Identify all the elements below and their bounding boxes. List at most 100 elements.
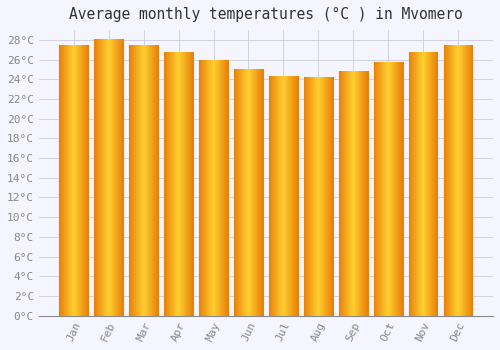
Bar <box>460 45 461 316</box>
Bar <box>212 60 213 316</box>
Bar <box>445 45 446 316</box>
Bar <box>234 69 235 316</box>
Bar <box>166 52 167 316</box>
Bar <box>68 45 69 316</box>
Bar <box>101 39 102 316</box>
Bar <box>276 76 277 316</box>
Bar <box>64 45 65 316</box>
Bar <box>319 77 320 316</box>
Bar <box>436 52 437 316</box>
Bar <box>360 71 361 316</box>
Bar <box>132 45 133 316</box>
Bar <box>143 45 144 316</box>
Bar <box>165 52 166 316</box>
Bar <box>463 45 464 316</box>
Bar <box>458 45 459 316</box>
Bar <box>393 62 394 316</box>
Bar <box>409 52 410 316</box>
Bar <box>217 60 218 316</box>
Bar <box>351 71 352 316</box>
Bar <box>239 69 240 316</box>
Bar <box>81 45 82 316</box>
Bar <box>459 45 460 316</box>
Bar <box>150 45 151 316</box>
Bar <box>204 60 205 316</box>
Bar <box>347 71 348 316</box>
Bar <box>411 52 412 316</box>
Bar <box>384 62 386 316</box>
Bar <box>362 71 364 316</box>
Bar <box>471 45 472 316</box>
Bar <box>436 52 438 316</box>
Bar <box>391 62 392 316</box>
Bar <box>130 45 131 316</box>
Bar <box>94 39 95 316</box>
Bar <box>341 71 342 316</box>
Bar <box>146 45 147 316</box>
Bar <box>65 45 66 316</box>
Bar <box>358 71 359 316</box>
Bar <box>469 45 470 316</box>
Bar <box>307 77 308 316</box>
Bar <box>105 39 106 316</box>
Bar <box>145 45 146 316</box>
Bar <box>250 69 252 316</box>
Bar <box>200 60 202 316</box>
Bar <box>137 45 138 316</box>
Bar <box>192 52 193 316</box>
Bar <box>331 77 332 316</box>
Bar <box>314 77 316 316</box>
Bar <box>461 45 462 316</box>
Bar <box>380 62 381 316</box>
Bar <box>116 39 117 316</box>
Bar <box>154 45 155 316</box>
Bar <box>314 77 315 316</box>
Bar <box>419 52 420 316</box>
Bar <box>98 39 100 316</box>
Bar <box>359 71 360 316</box>
Bar <box>464 45 465 316</box>
Bar <box>412 52 413 316</box>
Bar <box>254 69 255 316</box>
Bar <box>386 62 387 316</box>
Bar <box>317 77 318 316</box>
Bar <box>152 45 153 316</box>
Bar <box>247 69 248 316</box>
Bar <box>366 71 367 316</box>
Bar <box>318 77 319 316</box>
Bar <box>466 45 468 316</box>
Bar <box>256 69 257 316</box>
Bar <box>321 77 322 316</box>
Bar <box>236 69 237 316</box>
Bar <box>246 69 247 316</box>
Bar <box>108 39 110 316</box>
Bar <box>208 60 209 316</box>
Bar <box>168 52 170 316</box>
Bar <box>350 71 351 316</box>
Bar <box>238 69 239 316</box>
Bar <box>218 60 220 316</box>
Bar <box>255 69 256 316</box>
Bar <box>226 60 227 316</box>
Bar <box>142 45 143 316</box>
Bar <box>446 45 448 316</box>
Bar <box>184 52 185 316</box>
Bar <box>180 52 182 316</box>
Bar <box>271 76 272 316</box>
Bar <box>170 52 172 316</box>
Bar <box>96 39 98 316</box>
Bar <box>73 45 74 316</box>
Title: Average monthly temperatures (°C ) in Mvomero: Average monthly temperatures (°C ) in Mv… <box>69 7 463 22</box>
Bar <box>410 52 411 316</box>
Bar <box>240 69 242 316</box>
Bar <box>420 52 421 316</box>
Bar <box>356 71 357 316</box>
Bar <box>79 45 80 316</box>
Bar <box>71 45 72 316</box>
Bar <box>135 45 136 316</box>
Bar <box>155 45 156 316</box>
Bar <box>401 62 402 316</box>
Bar <box>456 45 458 316</box>
Bar <box>453 45 454 316</box>
Bar <box>121 39 122 316</box>
